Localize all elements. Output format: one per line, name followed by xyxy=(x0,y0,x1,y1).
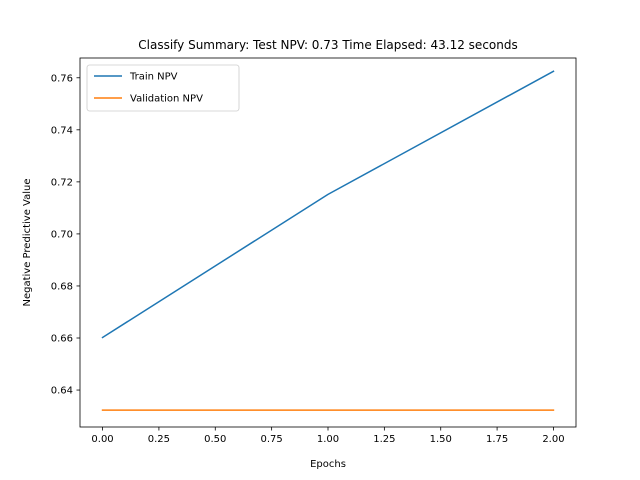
legend-box xyxy=(86,64,240,112)
legend-label-validation-npv: Validation NPV xyxy=(130,94,203,105)
y-axis-label: Negative Predictive Value xyxy=(22,179,33,307)
series-lines xyxy=(101,70,555,411)
legend: Train NPV Validation NPV xyxy=(86,64,240,112)
x-tick-label: 1.50 xyxy=(430,434,452,445)
x-tick-label: 0.00 xyxy=(91,434,113,445)
x-tick-label: 0.50 xyxy=(204,434,226,445)
x-tick-label: 0.75 xyxy=(261,434,283,445)
x-tick-label: 1.75 xyxy=(486,434,508,445)
y-tick-label: 0.64 xyxy=(51,386,73,397)
chart-title: Classify Summary: Test NPV: 0.73 Time El… xyxy=(138,38,517,52)
x-tick-label: 2.00 xyxy=(542,434,564,445)
y-tick-label: 0.74 xyxy=(51,125,73,136)
x-axis: 0.00 0.25 0.50 0.75 1.00 1.25 1.50 1.75 2.00 xyxy=(91,427,565,445)
legend-label-train-npv: Train NPV xyxy=(129,72,178,83)
y-tick-label: 0.66 xyxy=(51,334,73,345)
x-axis-label: Epochs xyxy=(310,459,346,470)
plot-frame xyxy=(79,57,577,428)
y-axis: 0.64 0.66 0.68 0.70 0.72 0.74 0.76 xyxy=(51,73,80,397)
y-tick-label: 0.68 xyxy=(51,282,73,293)
series-line-train-npv xyxy=(101,70,555,339)
y-tick-label: 0.72 xyxy=(51,177,73,188)
y-tick-label: 0.70 xyxy=(51,230,73,241)
x-tick-label: 0.25 xyxy=(148,434,170,445)
x-tick-label: 1.00 xyxy=(317,434,339,445)
y-tick-label: 0.76 xyxy=(51,73,73,84)
x-tick-label: 1.25 xyxy=(373,434,395,445)
